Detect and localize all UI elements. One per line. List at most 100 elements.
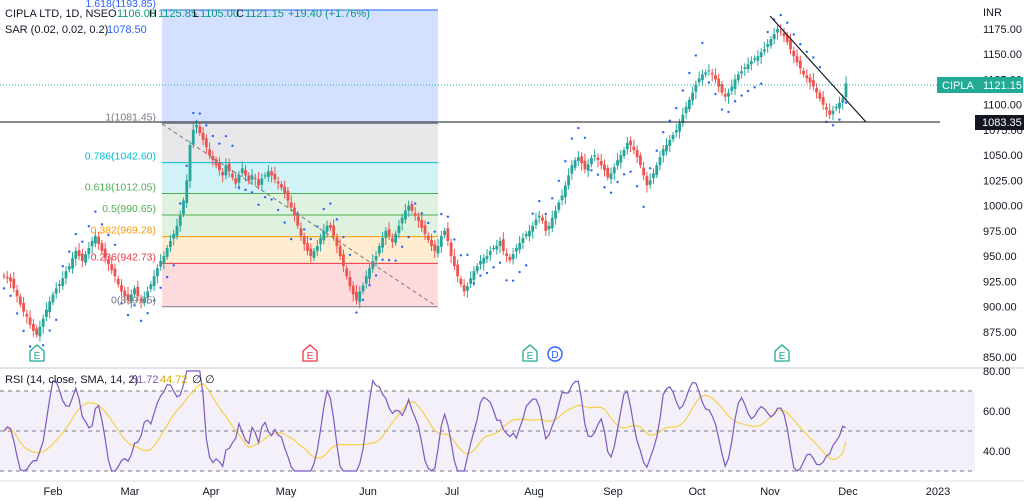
- fib-level-label: 0.786(1042.60): [85, 151, 156, 163]
- sar-dot: [492, 266, 495, 269]
- rsi-label: RSI (14, close, SMA, 14, 2): [5, 374, 138, 386]
- event-marker[interactable]: E: [522, 344, 538, 362]
- candle-body: [766, 44, 770, 47]
- time-tick-label: 2023: [926, 486, 950, 498]
- candle-body: [165, 248, 169, 257]
- sar-dot: [381, 258, 384, 261]
- sar-dot: [446, 215, 450, 218]
- candle-body: [723, 94, 727, 97]
- sar-dot: [152, 299, 156, 302]
- sar-dot: [400, 245, 404, 248]
- candle-body: [717, 78, 721, 87]
- sar-dot: [48, 329, 51, 332]
- candle-body: [211, 155, 215, 161]
- candle-body: [606, 167, 610, 178]
- candle-body: [459, 278, 463, 285]
- candle-body: [315, 245, 319, 252]
- event-marker[interactable]: E: [774, 344, 790, 362]
- event-marker[interactable]: D: [547, 346, 563, 362]
- candle-body: [394, 233, 398, 243]
- candle-body: [28, 317, 32, 325]
- candle-body: [407, 205, 411, 211]
- sar-dot: [427, 221, 430, 225]
- candle-body: [103, 248, 107, 259]
- candle-body: [599, 161, 603, 166]
- rsi-value: 51.72: [131, 374, 159, 386]
- sar-dot: [244, 188, 247, 192]
- sar-dot: [348, 253, 352, 257]
- marker-label: E: [779, 351, 786, 362]
- fib-zone: [162, 193, 438, 216]
- sar-dot: [198, 112, 202, 115]
- sar-dot: [629, 170, 632, 173]
- candle-body: [299, 228, 303, 236]
- low-value: 1105.00: [200, 8, 239, 20]
- sar-dot: [701, 41, 704, 45]
- candle-body: [368, 268, 371, 279]
- candle-body: [815, 88, 819, 93]
- candle-body: [808, 77, 812, 83]
- fib-trend-line[interactable]: [161, 123, 437, 307]
- candle-body: [547, 225, 551, 230]
- candle-body: [452, 256, 456, 267]
- sar-dot: [505, 279, 508, 282]
- candle-body: [136, 286, 140, 297]
- downtrend-line[interactable]: [769, 15, 867, 123]
- event-marker[interactable]: E: [302, 344, 318, 362]
- candle-body: [270, 171, 274, 176]
- candle-body: [335, 237, 339, 246]
- candle-body: [413, 213, 417, 216]
- sar-dot: [453, 238, 456, 241]
- price-tick-label: 1000.00: [983, 201, 1023, 213]
- high-label: H: [149, 8, 157, 20]
- time-axis[interactable]: Feb Mar Apr May Jun Jul Aug Sep Oct Nov Dec 2023: [44, 486, 951, 498]
- price-axis[interactable]: 1175.001150.001125.001100.001075.001050.…: [983, 24, 1023, 364]
- candle-body: [149, 284, 153, 289]
- sar-dot: [68, 250, 71, 253]
- sar-dot: [805, 50, 809, 54]
- candle-body: [178, 215, 182, 226]
- candle-body: [182, 200, 185, 215]
- candle-body: [322, 230, 326, 241]
- candle-body: [384, 230, 388, 238]
- candle-body: [351, 285, 355, 295]
- candle-body: [661, 149, 665, 156]
- candle-body: [563, 185, 567, 198]
- candle-body: [146, 291, 149, 298]
- rsi-axis[interactable]: 80.00 60.00 40.00: [983, 366, 1011, 458]
- candle-body: [844, 83, 848, 98]
- candle-body: [557, 202, 561, 210]
- event-marker[interactable]: E: [29, 344, 45, 362]
- sar-dot: [479, 274, 482, 277]
- candle-body: [231, 173, 234, 178]
- candle-body: [821, 97, 825, 105]
- sar-dot: [361, 298, 365, 302]
- candle-body: [129, 294, 133, 303]
- sar-dot: [2, 287, 6, 290]
- sar-dot: [394, 259, 397, 262]
- time-tick-label: Dec: [838, 486, 858, 498]
- price-tick-label: 975.00: [983, 226, 1017, 238]
- sar-dot: [786, 21, 789, 24]
- price-tick-label: 1025.00: [983, 175, 1023, 187]
- candle-body: [482, 258, 486, 264]
- candle-body: [727, 92, 730, 97]
- sar-dots: [2, 13, 848, 361]
- candle-body: [570, 165, 574, 174]
- price-tick-label: 875.00: [983, 327, 1017, 339]
- candle-body: [426, 235, 430, 240]
- sar-dot: [368, 283, 371, 287]
- candle-body: [289, 202, 293, 208]
- candle-body: [224, 165, 228, 176]
- candle-body: [795, 56, 799, 63]
- fib-zone: [162, 215, 438, 237]
- candle-body: [652, 173, 655, 178]
- candle-body: [632, 146, 636, 151]
- candle-body: [51, 294, 55, 303]
- candle-body: [244, 169, 247, 176]
- candle-body: [364, 276, 368, 284]
- candle-body: [596, 157, 600, 161]
- candle-body: [162, 256, 166, 264]
